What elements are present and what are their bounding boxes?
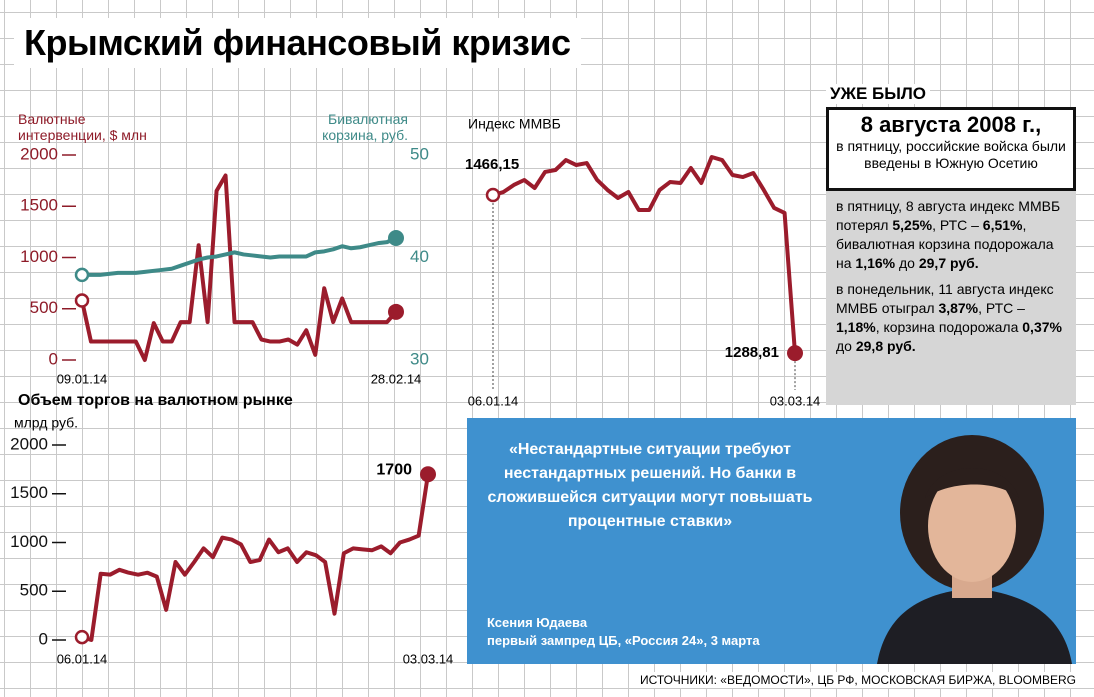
value-label: 1700 [376, 461, 412, 478]
sidebar-text: , бивалютная корзина подорожала на [836, 217, 1054, 271]
sidebar-date: 8 августа 2008 г., [860, 112, 1042, 137]
sidebar-text: до [836, 338, 856, 354]
y2-tick-label: 50 [410, 144, 429, 163]
data-line [492, 154, 797, 354]
y2-tick-label: 30 [410, 349, 429, 368]
data-line [82, 236, 397, 277]
y-tick-label: 2000 [20, 144, 58, 163]
sidebar-figure: 29,7 руб. [918, 255, 979, 271]
sidebar-figure: 3,87% [938, 300, 979, 316]
sidebar-event: в пятницу, российские войска были введен… [836, 138, 1066, 171]
start-point [74, 293, 90, 308]
start-point [74, 629, 90, 645]
y-tick-label: 1000 [20, 247, 58, 266]
portrait [877, 435, 1072, 664]
quote-text: «Нестандартные ситуации требуют нестанда… [487, 441, 813, 530]
value-label: 1288,81 [725, 344, 779, 361]
sidebar-text: , корзина подорожала [875, 319, 1023, 335]
chart-title: Объем торгов на валютном рынке [18, 392, 293, 409]
sidebar-text: , РТС – [978, 300, 1025, 316]
end-point [420, 466, 436, 483]
sidebar-box: 8 августа 2008 г., в пятницу, российские… [826, 107, 1076, 191]
y-tick-label: 500 [20, 581, 48, 600]
sidebar-heading: УЖЕ БЫЛО [826, 84, 931, 104]
sidebar-figure: 1,16% [855, 255, 896, 271]
sidebar-text: до [895, 255, 919, 271]
data-line [80, 173, 398, 362]
sidebar-figure: 29,8 руб. [855, 338, 916, 354]
y-axis-title: млрд руб. [14, 415, 78, 431]
quote-box: «Нестандартные ситуации требуют нестанда… [467, 418, 1076, 664]
chart-title: Индекс ММВБ [468, 116, 561, 132]
x-tick-label: 03.03.14 [403, 651, 454, 666]
sidebar-text: в понедельник, 11 августа индекс ММВБ от… [836, 281, 1054, 316]
end-point [388, 303, 404, 320]
quote-position: первый зампред ЦБ, «Россия 24», 3 марта [487, 633, 760, 648]
y-tick-label: 1000 [10, 532, 48, 551]
portrait-fringe [925, 468, 1019, 498]
end-point [388, 230, 404, 247]
x-tick-label: 09.01.14 [57, 371, 108, 386]
x-tick-label: 06.01.14 [468, 393, 519, 408]
sidebar-text: в пятницу, 8 августа индекс ММВБ потерял [836, 198, 1061, 233]
start-point [485, 187, 501, 203]
source-note: ИСТОЧНИКИ: «ВЕДОМОСТИ», ЦБ РФ, МОСКОВСКА… [635, 672, 1080, 688]
x-tick-label: 28.02.14 [371, 371, 422, 386]
portrait-body [877, 588, 1072, 664]
sidebar-figure: 0,37% [1022, 319, 1062, 335]
y-axis-title: Валютные интервенции, $ млн [18, 111, 147, 143]
start-point [74, 267, 90, 283]
sidebar-figure: 6,51% [982, 217, 1023, 233]
data-line [81, 473, 430, 642]
y2-axis-title: Бивалютная корзина, руб. [322, 111, 408, 143]
y-tick-label: 500 [30, 298, 58, 317]
portrait-face [928, 470, 1016, 582]
y-tick-label: 1500 [10, 483, 48, 502]
y-tick-label: 2000 [10, 434, 48, 453]
end-point [787, 345, 803, 362]
sidebar-paragraph: в понедельник, 11 августа индекс ММВБ от… [836, 280, 1072, 356]
y-tick-label: 0 [49, 349, 58, 368]
sidebar-text: , РТС – [932, 217, 983, 233]
page-title: Крымский финансовый кризис [14, 18, 581, 68]
y-tick-label: 1500 [20, 196, 58, 215]
sidebar-paragraph: в пятницу, 8 августа индекс ММВБ потерял… [836, 197, 1072, 273]
x-tick-label: 03.03.14 [770, 393, 821, 408]
sidebar-figure: 5,25% [892, 217, 933, 233]
y-tick-label: 0 [39, 629, 48, 648]
sidebar-facts: в пятницу, 8 августа индекс ММВБ потерял… [826, 191, 1076, 405]
x-tick-label: 06.01.14 [57, 651, 108, 666]
y2-tick-label: 40 [410, 247, 429, 266]
sidebar-figure: 1,18% [836, 319, 876, 335]
value-label: 1466,15 [465, 156, 519, 173]
quote-author: Ксения Юдаева [487, 615, 588, 630]
